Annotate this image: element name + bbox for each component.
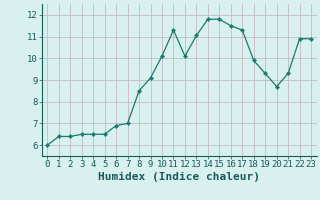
X-axis label: Humidex (Indice chaleur): Humidex (Indice chaleur) [98,172,260,182]
